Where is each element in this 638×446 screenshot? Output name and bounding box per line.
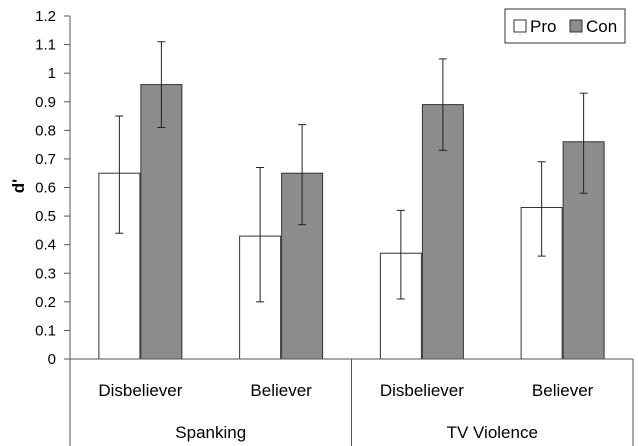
bars (98, 41, 605, 360)
x-category-label: Disbeliever (380, 381, 464, 400)
y-tick-label: 0 (48, 351, 56, 368)
y-tick-label: 1.2 (35, 8, 56, 25)
x-group-label: Spanking (175, 423, 246, 442)
y-tick-label: 0.1 (35, 322, 56, 339)
y-tick-label: 0.6 (35, 180, 56, 197)
axes (69, 16, 634, 446)
x-category-label: Believer (250, 381, 312, 400)
y-axis: 0 0.1 0.2 0.3 0.4 0.5 0.6 0.7 0.8 0.9 1 1.1 1.2 (35, 8, 70, 368)
x-category-label: Believer (532, 381, 594, 400)
y-tick-label: 0.3 (35, 265, 56, 282)
legend: Pro Con (504, 8, 626, 44)
x-axis: Disbeliever Believer Disbeliever Believer Sp… (98, 381, 593, 442)
legend-swatch-con (569, 19, 583, 33)
x-category-label: Disbeliever (98, 381, 182, 400)
y-tick-label: 1.1 (35, 37, 56, 54)
y-tick-label: 0.9 (35, 94, 56, 111)
legend-label-con: Con (586, 17, 617, 36)
legend-swatch-pro (513, 19, 527, 33)
y-tick-label: 0.7 (35, 151, 56, 168)
y-tick-label: 0.4 (35, 237, 56, 254)
x-group-label: TV Violence (447, 423, 538, 442)
y-tick-label: 0.8 (35, 122, 56, 139)
y-tick-label: 0.5 (35, 208, 56, 225)
y-tick-label: 0.2 (35, 294, 56, 311)
legend-label-pro: Pro (530, 17, 556, 36)
y-tick-label: 1 (48, 65, 56, 82)
y-axis-label: d' (9, 179, 28, 193)
